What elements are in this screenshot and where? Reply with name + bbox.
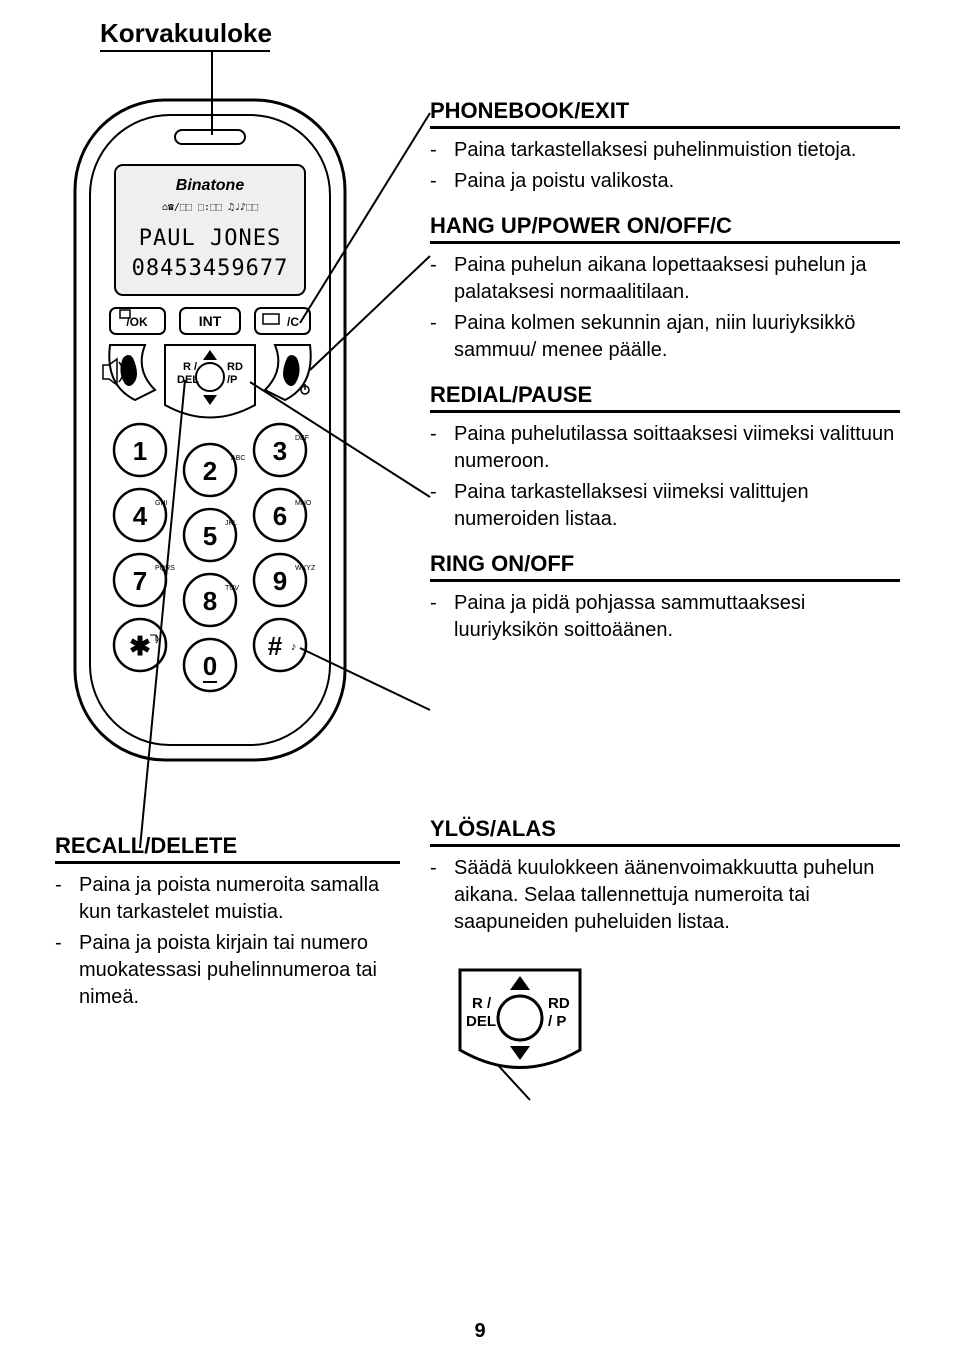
bullet: -Paina tarkastellaksesi viimeksi valittu… [430,479,900,533]
title-underline [100,50,270,52]
svg-text:6: 6 [273,501,287,531]
svg-text:0: 0 [203,651,217,681]
bullet: -Paina ja poistu valikosta. [430,168,900,195]
svg-text:2: 2 [203,456,217,486]
bullet: -Paina ja poista kirjain tai numero muok… [55,930,400,1011]
svg-text:DEL: DEL [466,1013,496,1030]
svg-text:7: 7 [133,566,147,596]
bullet: -Paina ja poista numeroita samalla kun t… [55,872,400,926]
nav-pad-diagram: R / DEL RD / P [440,960,600,1080]
c-btn: /C [287,315,299,329]
hangup-title: HANG UP/POWER ON/OFF/C [430,213,900,239]
svg-text:8: 8 [203,586,217,616]
bullet: -Paina kolmen sekunnin ajan, niin luuriy… [430,310,900,364]
svg-text:5: 5 [203,521,217,551]
lcd-icons: ⌂☎/⬚⬚ ⬚:⬚⬚ ♫♩♪⬚⬚ [162,202,258,213]
rule [430,410,900,413]
rule [430,844,900,847]
page-title: Korvakuuloke [100,18,272,49]
ring-title: RING ON/OFF [430,551,900,577]
nav-right1: RD [227,361,243,373]
nav-left2: DEL [177,374,199,386]
svg-text:WXYZ: WXYZ [295,565,316,572]
redial-title: REDIAL/PAUSE [430,382,900,408]
bullet: -Paina puhelun aikana lopettaaksesi puhe… [430,252,900,306]
svg-text:PQRS: PQRS [155,565,175,572]
rule [430,241,900,244]
page-number: 9 [0,1320,960,1343]
recall-title: RECALL/DELETE [55,833,400,859]
svg-text:♪: ♪ [291,641,297,653]
int-btn: INT [199,313,222,329]
svg-text:DEF: DEF [295,435,309,442]
svg-text:RD: RD [548,995,570,1012]
svg-text:JKL: JKL [225,520,237,527]
lcd-line2: 08453459677 [132,256,289,281]
svg-text:9: 9 [273,566,287,596]
bullet: -Paina puhelutilassa soittaaksesi viimek… [430,421,900,475]
bullet: -Paina tarkastellaksesi puhelinmuistion … [430,137,900,164]
keypad: 1 2 ABC 3 DEF 4 GHI 5 JKL 6 MNO 7 PQRS 8 TUV 9 W… [114,424,316,691]
svg-text:ABC: ABC [231,455,245,462]
bullet: -Säädä kuulokkeen äänenvoimakkuutta puhe… [430,855,900,936]
lcd-line1: PAUL JONES [139,226,281,251]
svg-text:/ P: / P [548,1013,566,1030]
nav-right2: /P [227,374,237,386]
svg-text:4: 4 [133,501,148,531]
svg-text:#: # [268,631,283,661]
svg-text:MNO: MNO [295,500,312,507]
rule [55,861,400,864]
svg-text:GHI: GHI [155,500,168,507]
svg-text:1: 1 [133,436,147,466]
svg-text:✱: ✱ [129,631,151,661]
svg-text:TUV: TUV [225,585,239,592]
ylos-title: YLÖS/ALAS [430,816,900,842]
svg-text:3: 3 [273,436,287,466]
rule [430,579,900,582]
nav-left1: R / [183,361,197,373]
right-column: PHONEBOOK/EXIT -Paina tarkastellaksesi p… [430,80,900,940]
phone-illustration: Binatone ⌂☎/⬚⬚ ⬚:⬚⬚ ♫♩♪⬚⬚ PAUL JONES 084… [55,90,365,770]
rule [430,126,900,129]
brand-label: Binatone [176,177,245,194]
phonebook-title: PHONEBOOK/EXIT [430,98,900,124]
recall-section: RECALL/DELETE -Paina ja poista numeroita… [55,815,400,1015]
svg-text:R /: R / [472,995,492,1012]
bullet: -Paina ja pidä pohjassa sammuttaaksesi l… [430,590,900,644]
